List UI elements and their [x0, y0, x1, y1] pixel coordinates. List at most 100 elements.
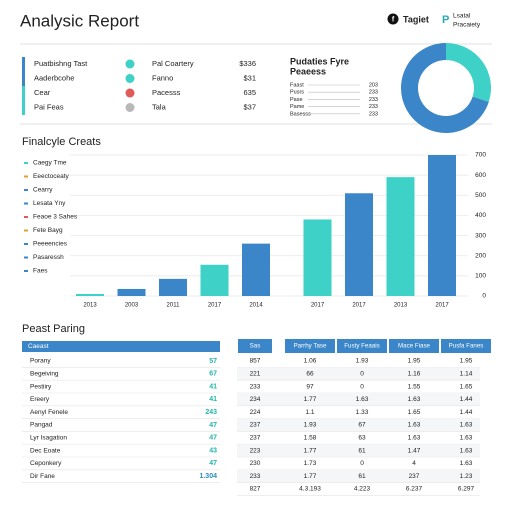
report-title: Analysic Report [20, 11, 139, 30]
bar [200, 264, 229, 296]
cell: 1.06 [304, 358, 317, 365]
cell: 827 [250, 486, 261, 493]
chart-title: Finalcyle Creats [22, 136, 101, 148]
legend-label: Eeectoceaty [33, 173, 70, 180]
header-cell-bg [337, 339, 387, 353]
cell: 1.95 [408, 358, 421, 365]
row-name: Ereery [30, 396, 50, 403]
bar [159, 278, 187, 296]
summary-label: Pai Feas [34, 102, 64, 111]
header-cell-bg [441, 339, 491, 353]
cell: 1.44 [460, 409, 473, 416]
row-name: Begeiving [30, 371, 59, 378]
legend-label: Faes [33, 268, 48, 275]
row-name: Ceponkery [30, 460, 62, 467]
cell: 1.44 [460, 396, 473, 403]
header-cell: Pusfa Fanes [449, 343, 484, 350]
cell: 1.47 [408, 447, 421, 454]
row-name: Pestiiry [30, 383, 52, 390]
y-tick-label: 0 [482, 293, 486, 300]
status-dot [125, 59, 135, 69]
legend-marker [24, 202, 28, 205]
cell: 1.16 [408, 371, 421, 378]
row-value: 67 [209, 371, 217, 378]
header-cell: Fusty Feaais [344, 343, 379, 350]
cell: 97 [306, 383, 314, 390]
logo-icon-text: f [392, 16, 395, 23]
bar [386, 177, 415, 296]
row-bg [237, 418, 480, 432]
panel-title: Pudaties Fyre [290, 56, 349, 66]
cell: 1.58 [304, 435, 317, 442]
header-cell: Sas [250, 343, 261, 350]
x-tick-label: 2011 [167, 303, 181, 309]
cell: 1.63 [460, 447, 473, 454]
row-name: Dec Eoate [30, 447, 61, 454]
item-label: Pal Coartery [152, 59, 194, 68]
legend-label: Peeeencies [33, 241, 68, 248]
bar [117, 288, 146, 296]
y-tick-label: 300 [475, 232, 486, 239]
legend-marker [24, 162, 28, 164]
cell: 1.1 [305, 409, 314, 416]
row-value: 47 [209, 435, 217, 442]
panel-value: 233 [369, 97, 378, 103]
cell: 237 [409, 473, 420, 480]
cell: 233 [250, 473, 261, 480]
x-tick-label: 2017 [311, 303, 325, 309]
y-tick-label: 100 [475, 273, 486, 280]
cell: 0 [360, 460, 364, 467]
y-tick-label: 200 [475, 252, 486, 259]
cell: 237 [250, 422, 261, 429]
y-tick-label: 500 [475, 192, 486, 199]
row-value: 47 [209, 460, 217, 467]
item-value: 635 [243, 88, 256, 97]
row-bg [237, 393, 480, 406]
cell: 1.63 [408, 435, 421, 442]
panel-label: Basesss [290, 111, 311, 117]
header-cell: Caeast [28, 343, 49, 350]
cell: 6.297 [458, 486, 475, 493]
table-header [22, 341, 220, 352]
cell: 4.223 [354, 486, 371, 493]
cell: 1.33 [356, 409, 369, 416]
item-label: Tala [152, 102, 167, 111]
legend-label: Pasaressh [33, 254, 64, 261]
logo-text: Pracaiety [453, 22, 481, 29]
legend-label: Feaoe 3 Sahes [33, 214, 78, 221]
status-dot [125, 103, 135, 112]
cell: 1.63 [460, 422, 473, 429]
cell: 61 [358, 473, 366, 480]
cell: 63 [358, 435, 366, 442]
y-tick-label: 700 [475, 152, 486, 159]
cell: 6.237 [406, 486, 423, 493]
y-tick-label: 400 [475, 212, 486, 219]
panel-value: 233 [369, 111, 378, 117]
legend-label: Fete Bayg [33, 227, 63, 234]
row-value: 1.304 [199, 473, 217, 480]
cell: 61 [358, 447, 366, 454]
status-dot [125, 88, 135, 98]
row-value: 47 [209, 422, 217, 429]
x-tick-label: 2013 [83, 303, 97, 309]
cell: 230 [250, 460, 261, 467]
cell: 67 [358, 422, 366, 429]
row-value: 43 [209, 447, 217, 454]
x-tick-label: 2013 [394, 303, 408, 309]
panel-title: Peaeess [290, 66, 326, 76]
summary-label: Aaderbcohe [34, 73, 74, 82]
donut-segment [446, 43, 491, 102]
header-cell: Mace Fiase [398, 343, 431, 350]
row-value: 41 [209, 383, 217, 390]
cell: 234 [250, 396, 261, 403]
cell: 1.77 [304, 473, 317, 480]
row-name: Aenyl Fenele [30, 409, 68, 416]
panel-label: Pase [290, 97, 303, 103]
logo-text: Tagiet [403, 14, 429, 24]
cell: 1.14 [460, 371, 473, 378]
summary-label: Puatbishng Tast [34, 59, 88, 68]
cell: 1.65 [460, 383, 473, 390]
cell: 1.95 [460, 358, 473, 365]
table-title: Peast Paring [22, 323, 85, 335]
